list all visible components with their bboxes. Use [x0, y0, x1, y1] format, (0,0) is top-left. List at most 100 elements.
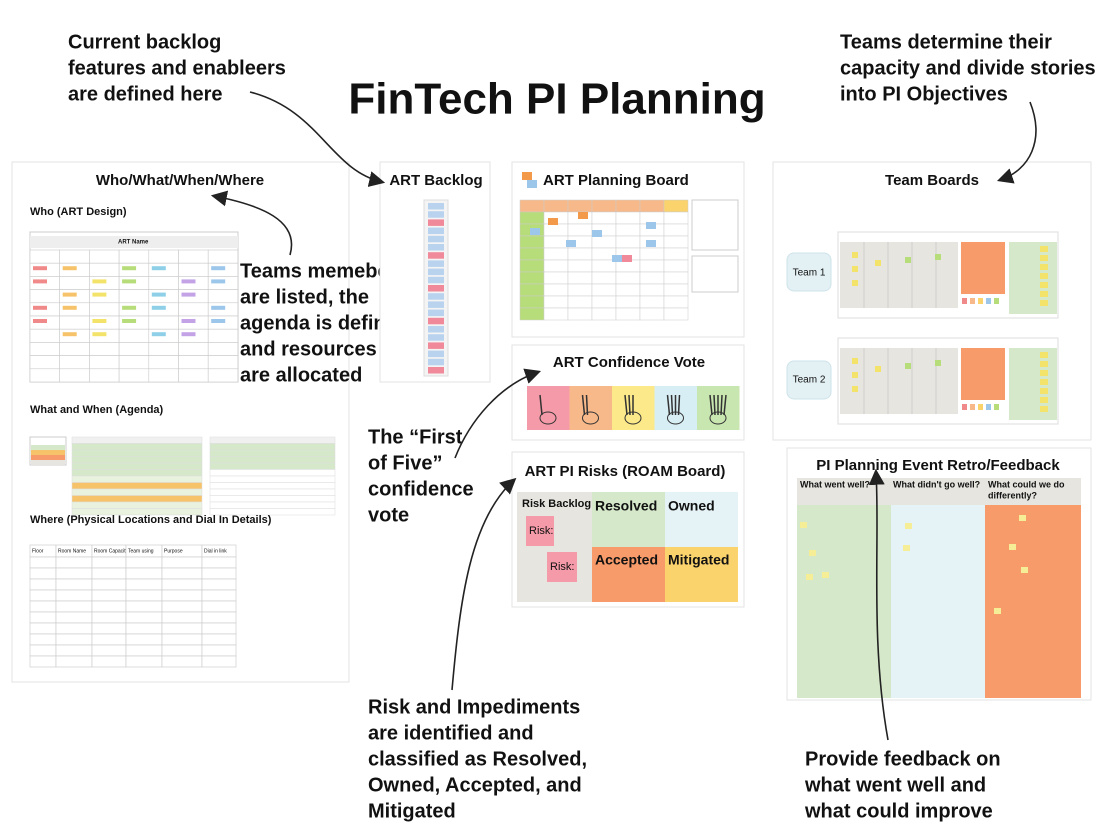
agenda-row [71, 482, 203, 490]
annotation: Teams determine their capacity and divid… [840, 31, 1096, 105]
risk-backlog-label: Risk Backlog [522, 498, 591, 510]
legend-row [31, 450, 65, 455]
board-cell [591, 307, 617, 321]
annotation-line: The “First [368, 426, 463, 448]
board-cell [639, 247, 665, 261]
board-cell [639, 259, 665, 273]
vote-icon [962, 298, 967, 304]
sticky [852, 358, 858, 364]
planning-grid [519, 199, 689, 321]
table-cell [161, 589, 203, 602]
grid-cell [29, 342, 61, 356]
grid-cell [89, 262, 120, 277]
board-cell [591, 271, 617, 285]
section-title: Who (ART Design) [30, 206, 127, 218]
grid-cell [148, 249, 179, 264]
capacity-cell [1040, 370, 1048, 376]
finger [628, 394, 631, 416]
retro-column-label: What didn't go well? [893, 479, 980, 489]
grid-cell [178, 302, 209, 317]
grid-cell [178, 249, 209, 264]
retro-column [797, 478, 891, 698]
vote-card [527, 386, 570, 430]
quadrant-label: Owned [668, 498, 715, 514]
board-cell [519, 199, 545, 213]
sticky [875, 366, 881, 372]
sticky [181, 332, 196, 337]
vote-icon [994, 298, 999, 304]
risk-note [526, 516, 554, 546]
sticky [92, 292, 107, 297]
table-header: Team using [128, 548, 154, 554]
finger [720, 394, 723, 416]
board-cell [519, 271, 545, 285]
board-cell [519, 295, 545, 309]
palm [624, 411, 642, 425]
board-cell [567, 295, 593, 309]
panel-title: Who/What/When/Where [96, 172, 264, 189]
backlog-item [428, 350, 444, 358]
capacity-cell [1040, 406, 1048, 412]
finger [723, 394, 727, 416]
grid-cell [118, 328, 150, 343]
table-cell [201, 567, 237, 580]
table-cell [29, 611, 57, 624]
vote-icon [978, 298, 983, 304]
agenda-row [71, 469, 203, 477]
grid-cell [89, 355, 120, 370]
board-cell [615, 235, 641, 249]
grid-cell [178, 355, 209, 370]
palm [667, 411, 684, 425]
table-cell [161, 578, 203, 591]
table-cell [201, 655, 237, 668]
sticky [33, 266, 47, 271]
board-cell [543, 223, 569, 237]
annotation: The “First of Five” confidence vote [368, 426, 474, 526]
panel-title: ART Confidence Vote [553, 354, 705, 371]
table-cell [125, 633, 163, 646]
vote-icon [986, 404, 991, 410]
backlog-item [428, 268, 444, 276]
grid-cell [118, 342, 150, 356]
table-cell [91, 655, 127, 668]
agenda-row [71, 449, 203, 457]
board-cell [591, 211, 617, 225]
table-cell [55, 644, 93, 657]
sticky [181, 319, 196, 323]
table-cell [201, 611, 237, 624]
board-cell [615, 283, 641, 297]
grid-cell [148, 276, 179, 290]
panel-title: Team Boards [885, 172, 979, 189]
table-cell [55, 622, 93, 635]
table-cell [201, 556, 237, 569]
palm [582, 411, 599, 425]
agenda-tables [29, 436, 336, 516]
sticky [211, 305, 226, 310]
board-sticky [622, 255, 632, 262]
agenda-row [209, 482, 336, 490]
grid-cell [207, 328, 239, 343]
board-cell [663, 211, 689, 225]
sticky [33, 319, 47, 323]
board-cell [591, 199, 617, 213]
table-cell [55, 556, 93, 569]
table-cell [125, 622, 163, 635]
table-cell [125, 556, 163, 569]
board-cell [543, 295, 569, 309]
sticky [211, 279, 226, 284]
sticky [211, 266, 226, 271]
retro-sticky [822, 572, 829, 578]
table-cell [91, 578, 127, 591]
board-note [691, 199, 739, 251]
objectives [961, 348, 1005, 400]
grid-cell [118, 368, 150, 383]
annotation-line: and resources [240, 338, 377, 360]
board-cell [519, 235, 545, 249]
sticky [935, 360, 941, 366]
finger [585, 394, 589, 416]
art-grid [29, 249, 239, 383]
sticky [151, 292, 166, 297]
sticky [122, 279, 137, 284]
annotation-line: vote [368, 504, 409, 526]
board-cell [591, 283, 617, 297]
